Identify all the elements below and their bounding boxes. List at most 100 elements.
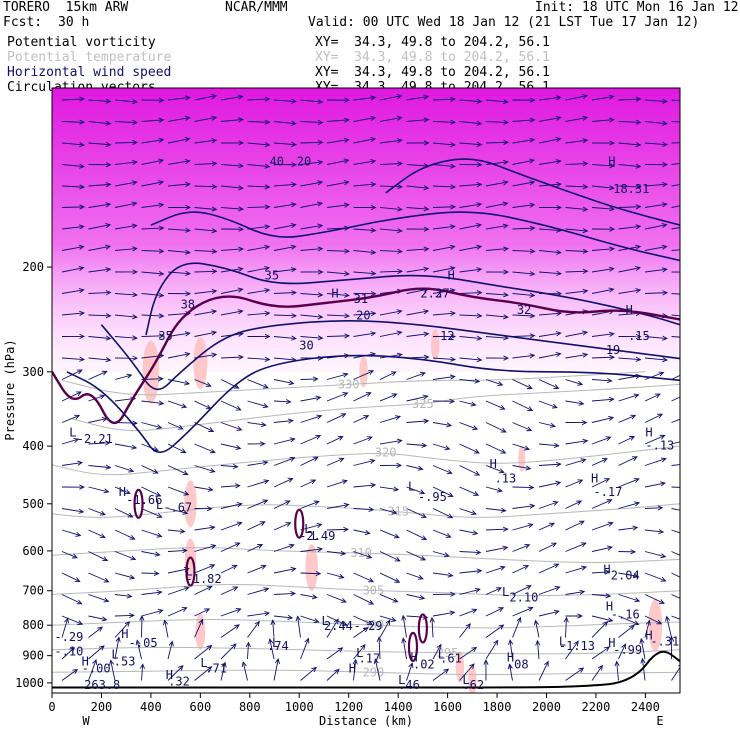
y-tick-label: 400 (22, 439, 44, 453)
vector-arrow (353, 136, 377, 144)
vector-arrow (485, 201, 509, 208)
vector-arrow (353, 95, 377, 101)
contour-label: H (331, 287, 338, 301)
vector-arrow (665, 615, 672, 638)
vector-arrow (379, 393, 398, 402)
vector-arrow (300, 119, 324, 125)
vector-arrow (432, 668, 450, 681)
theta-contour-305 (52, 583, 680, 597)
vector-arrow (459, 486, 480, 496)
vector-arrow (220, 521, 243, 531)
vector-arrow (247, 460, 269, 466)
contour-labels: L -2.21H-1.66L -.67L-2.49L-1.82L 2.10H 2.04H… (54, 155, 679, 693)
vector-arrow (565, 667, 585, 681)
vector-arrow (61, 594, 83, 605)
vector-arrow (167, 159, 191, 165)
contour-label: L (111, 648, 118, 662)
vector-arrow (273, 456, 296, 466)
vector-arrow (538, 270, 562, 276)
vector-arrow (618, 393, 640, 402)
vector-arrow (247, 163, 271, 169)
pv-anomaly-7 (431, 329, 440, 361)
vector-arrow (194, 608, 211, 617)
vector-arrow (379, 438, 403, 445)
vector-arrow (618, 436, 636, 445)
vector-arrow (485, 607, 505, 617)
vector-arrow (591, 226, 616, 232)
vector-arrow (61, 142, 85, 148)
vector-arrow (300, 500, 320, 509)
vector-arrow (485, 400, 506, 410)
vector-arrow (300, 456, 319, 466)
contour-label: -.13 (645, 438, 674, 452)
vector-arrow (591, 266, 615, 273)
vector-arrow (300, 434, 322, 445)
vector-arrow (379, 268, 404, 274)
vector-arrow (618, 478, 640, 488)
vector-arrow (459, 443, 480, 454)
vector-arrow (353, 482, 377, 488)
vector-arrow (644, 393, 661, 402)
vector-arrow (591, 458, 608, 466)
vector-arrow (353, 370, 375, 380)
vector-arrow (406, 418, 430, 424)
x-tick-label: 1000 (285, 700, 314, 714)
vector-arrow (512, 137, 536, 144)
vector-arrow (326, 572, 345, 579)
contour-label: .17 (359, 652, 381, 666)
pv-contour-tropopause (52, 287, 680, 424)
vector-arrow (459, 529, 479, 536)
contour-label: -.99 (613, 643, 642, 657)
vector-arrow (247, 288, 271, 294)
vector-arrow (565, 268, 589, 274)
vector-arrow (538, 500, 559, 509)
vector-arrow (114, 119, 139, 125)
vector-arrow (538, 331, 562, 337)
vector-arrow (512, 353, 536, 359)
vector-arrow (273, 267, 297, 273)
vector-arrow (432, 142, 456, 148)
vector-arrow (273, 202, 297, 208)
vector-arrow (512, 248, 536, 254)
vector-arrow (565, 330, 589, 337)
vector-arrow (671, 293, 680, 295)
valid-time: Valid: 00 UTC Wed 18 Jan 12 (21 LST Tue … (308, 15, 700, 30)
contour-label: L (398, 673, 405, 687)
vector-arrow (353, 458, 376, 466)
vector-arrow (114, 139, 139, 146)
vector-arrow (644, 572, 667, 582)
contour-label: -.95 (418, 490, 447, 504)
vector-arrow (432, 508, 454, 519)
vector-arrow (671, 464, 680, 466)
vector-arrow (326, 550, 347, 556)
vector-arrow (538, 461, 562, 467)
pv-contour-closed-1 (185, 556, 196, 587)
vector-arrow (671, 551, 680, 556)
vector-arrow (88, 244, 112, 251)
vector-arrow (61, 96, 86, 102)
vector-arrow (241, 661, 248, 681)
vector-arrow (485, 379, 504, 386)
vector-arrow (591, 521, 614, 531)
vector-arrow (114, 465, 135, 473)
theta-label-305: 305 (363, 584, 385, 598)
vector-arrow (141, 400, 165, 406)
contour-label: H (606, 599, 613, 613)
contour-label: L (321, 614, 328, 628)
vector-arrow (591, 94, 615, 101)
vector-arrow (459, 608, 478, 617)
vector-arrow (141, 97, 165, 103)
contour-label: -.31 (650, 634, 679, 648)
field-xy-theta: XY= 34.3, 49.8 to 204.2, 56.1 (315, 50, 550, 65)
pv-contour-closed-2 (294, 508, 305, 539)
vector-arrow (194, 585, 213, 595)
contour-label: L (559, 634, 566, 648)
vector-arrow (406, 266, 430, 273)
vector-arrow (247, 204, 271, 210)
vector-arrow (591, 415, 615, 423)
y-tick-label: 800 (22, 618, 44, 632)
vector-arrow (141, 313, 165, 319)
contour-label: L (69, 425, 76, 439)
vector-arrow (406, 371, 426, 380)
vector-arrow (565, 161, 589, 167)
